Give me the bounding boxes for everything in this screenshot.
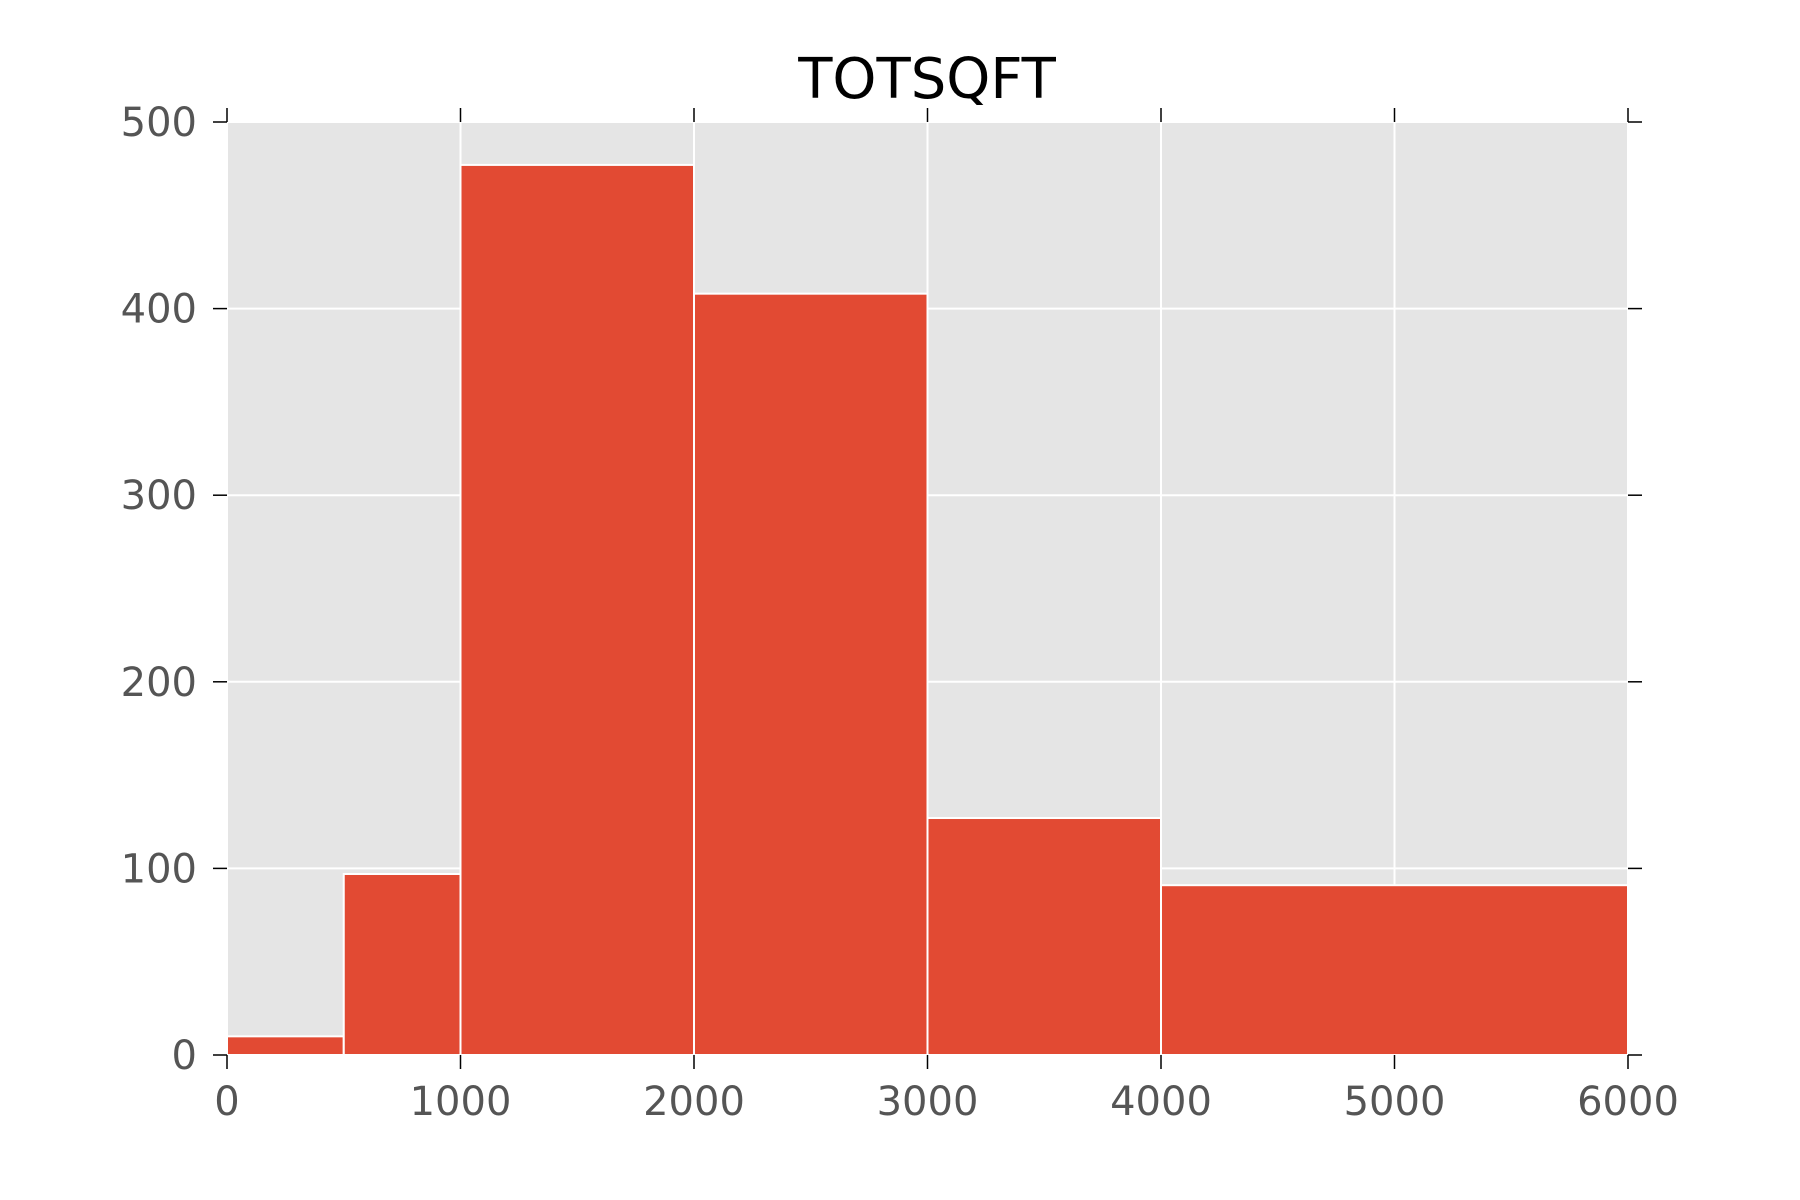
chart-title: TOTSQFT: [797, 47, 1056, 112]
histogram-bar: [1160, 884, 1629, 1056]
x-tick-label: 5000: [1344, 1079, 1446, 1125]
y-tick-label: 0: [172, 1033, 197, 1079]
x-tick-label: 2000: [643, 1079, 745, 1125]
histogram-bar: [226, 1035, 345, 1056]
y-tick-label: 400: [121, 287, 197, 333]
y-tick-label: 500: [121, 100, 197, 146]
x-tick-label: 1000: [410, 1079, 512, 1125]
histogram-bars: [226, 163, 1629, 1056]
x-tick-label: 6000: [1577, 1079, 1679, 1125]
axis-ticks: [213, 108, 1642, 1069]
histogram-bar: [459, 163, 695, 1056]
x-tick-label: 4000: [1110, 1079, 1212, 1125]
histogram-bar: [693, 292, 929, 1056]
y-tick-label: 100: [121, 846, 197, 892]
x-tick-labels: 0 1000 2000 3000 4000 5000 6000: [214, 1079, 1679, 1125]
y-tick-labels: 0 100 200 300 400 500: [121, 100, 197, 1079]
y-tick-label: 200: [121, 660, 197, 706]
histogram-bar: [926, 817, 1162, 1056]
x-tick-label: 0: [214, 1079, 239, 1125]
histogram-bar: [342, 872, 462, 1056]
x-tick-label: 3000: [877, 1079, 979, 1125]
y-tick-label: 300: [121, 473, 197, 519]
